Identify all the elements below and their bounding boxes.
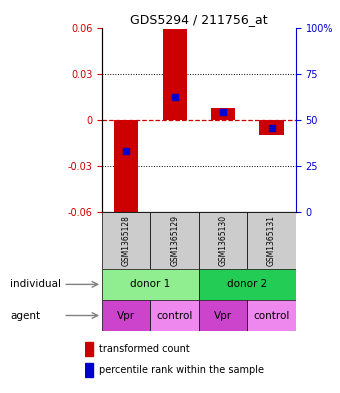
Title: GDS5294 / 211756_at: GDS5294 / 211756_at [130,13,268,26]
Text: GSM1365131: GSM1365131 [267,215,276,266]
Bar [211,108,235,120]
Bar [85,363,93,377]
Text: percentile rank within the sample: percentile rank within the sample [99,365,264,375]
Bar [247,212,296,269]
Bar [114,120,138,220]
Text: GSM1365128: GSM1365128 [122,215,131,266]
Bar [150,212,199,269]
Text: agent: agent [10,310,40,321]
Text: control: control [156,310,193,321]
Bar [85,342,93,356]
Bar [259,120,284,135]
Text: donor 2: donor 2 [227,279,268,289]
Bar [247,300,296,331]
Text: Vpr: Vpr [214,310,232,321]
Text: Vpr: Vpr [117,310,135,321]
Bar [102,269,199,300]
Bar [199,300,248,331]
Text: control: control [253,310,290,321]
Bar [199,212,248,269]
Text: GSM1365130: GSM1365130 [219,215,227,266]
Bar [102,300,150,331]
Bar [102,212,150,269]
Bar [163,29,187,120]
Bar [150,300,199,331]
Bar [199,269,296,300]
Text: transformed count: transformed count [99,344,189,354]
Text: GSM1365129: GSM1365129 [170,215,179,266]
Text: donor 1: donor 1 [130,279,171,289]
Text: individual: individual [10,279,61,289]
